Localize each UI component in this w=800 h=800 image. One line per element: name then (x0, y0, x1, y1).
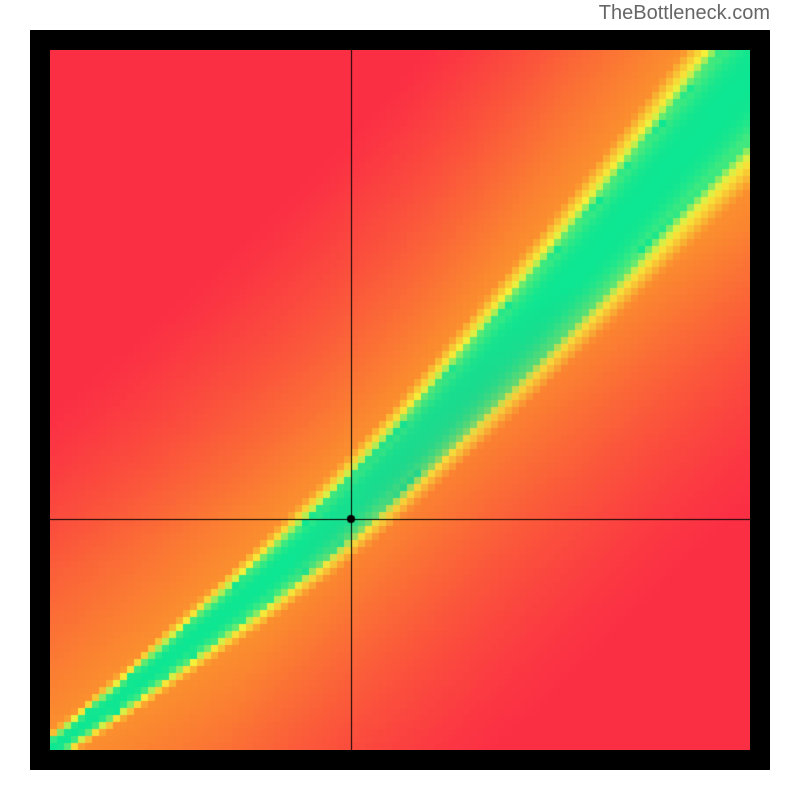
chart-outer-frame (30, 30, 770, 770)
chart-plot-area (50, 50, 750, 750)
chart-container: TheBottleneck.com (0, 0, 800, 800)
heatmap-canvas (50, 50, 750, 750)
watermark-text: TheBottleneck.com (599, 2, 770, 25)
